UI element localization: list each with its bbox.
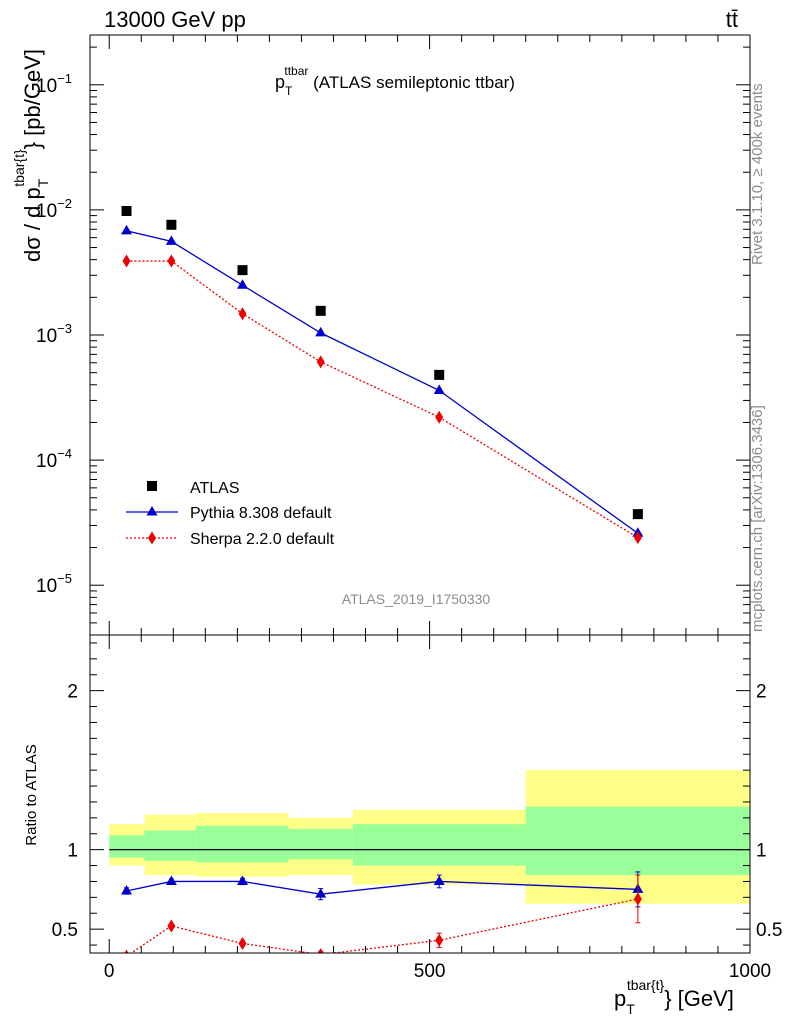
y-tick-label: 10−3 bbox=[36, 321, 72, 347]
y-tick-label: 10−5 bbox=[36, 571, 72, 597]
sherpa-point bbox=[122, 254, 131, 268]
top-axis-ticks bbox=[90, 35, 751, 636]
ratio-y-tick-label-right: 1 bbox=[756, 841, 767, 862]
pythia-ratio-point bbox=[165, 875, 177, 885]
x-tick-label: 500 bbox=[414, 961, 446, 982]
ratio-y-tick-label: 1 bbox=[67, 841, 78, 862]
legend-marker-atlas bbox=[147, 481, 157, 491]
sherpa-ratio-point bbox=[124, 949, 129, 953]
ratio-uncertainty-bands bbox=[109, 770, 750, 904]
pythia-ratio-point bbox=[237, 875, 249, 885]
main-y-label: dσ / d pTtbar{t}} [pb/GeV] bbox=[11, 49, 51, 262]
pythia-point bbox=[121, 224, 133, 235]
y-tick-label: 10−2 bbox=[36, 196, 72, 222]
inner-uncertainty-band bbox=[288, 828, 353, 860]
pythia-point bbox=[315, 326, 327, 337]
legend-label-atlas: ATLAS bbox=[190, 480, 240, 497]
sherpa-ratio-point bbox=[435, 933, 444, 947]
series-line bbox=[126, 230, 639, 534]
watermark: ATLAS_2019_I1750330 bbox=[342, 591, 491, 607]
ratio-y-tick-label: 0.5 bbox=[52, 920, 78, 941]
legend-marker-pythia bbox=[146, 506, 158, 516]
legend-label-pythia: Pythia 8.308 default bbox=[190, 505, 332, 522]
pythia-ratio-point bbox=[433, 875, 445, 885]
ratio-y-label: Ratio to ATLAS bbox=[23, 744, 40, 845]
atlas-data-point bbox=[315, 305, 326, 316]
inner-uncertainty-band bbox=[109, 835, 145, 858]
bottom-axis-ticks bbox=[90, 635, 751, 953]
y-tick-label: 10−4 bbox=[36, 446, 72, 472]
top-panel-frame bbox=[89, 34, 751, 636]
inner-uncertainty-band bbox=[144, 830, 196, 861]
sherpa-point bbox=[633, 531, 642, 545]
sherpa-point bbox=[238, 307, 247, 321]
header-left: 13000 GeV pp bbox=[104, 7, 246, 32]
series-line bbox=[126, 260, 639, 539]
atlas-data-point bbox=[166, 219, 177, 230]
mcplots-label: mcplots.cern.ch [arXiv:1306.3436] bbox=[749, 405, 766, 632]
legend: ATLAS Pythia 8.308 default Sherpa 2.2.0 … bbox=[126, 480, 335, 548]
pythia-point bbox=[165, 235, 177, 245]
atlas-data-point bbox=[121, 205, 132, 216]
sherpa-point bbox=[167, 254, 176, 268]
pythia-point bbox=[433, 384, 445, 395]
sherpa-ratio-point bbox=[238, 936, 247, 950]
inner-uncertainty-band bbox=[525, 806, 750, 876]
sherpa-point bbox=[435, 410, 444, 424]
bottom-tick-labels: 0.5 1 2 0.5 1 2 0 500 1000 bbox=[52, 682, 783, 982]
pythia-point bbox=[237, 279, 249, 289]
inner-uncertainty-band bbox=[352, 824, 526, 866]
ratio-y-tick-label-right: 2 bbox=[756, 682, 767, 703]
ratio-y-tick-label: 2 bbox=[67, 682, 78, 703]
atlas-data-point bbox=[632, 509, 643, 520]
legend-marker-sherpa bbox=[148, 531, 156, 545]
pythia-ratio-point bbox=[315, 888, 327, 898]
atlas-data-point bbox=[434, 369, 445, 380]
inner-uncertainty-band bbox=[195, 825, 289, 863]
sherpa-ratio-point bbox=[317, 948, 324, 953]
ratio-line bbox=[126, 880, 638, 895]
atlas-data-point bbox=[237, 265, 248, 276]
y-tick-label: 10−1 bbox=[36, 71, 72, 97]
legend-label-sherpa: Sherpa 2.2.0 default bbox=[190, 531, 335, 548]
ratio-plot-area bbox=[121, 871, 644, 953]
header-right: tt̄ bbox=[726, 7, 738, 32]
ratio-y-tick-label-right: 0.5 bbox=[756, 920, 782, 941]
rivet-label: Rivet 3.1.10, ≥ 400k events bbox=[749, 83, 766, 265]
top-plot-area bbox=[121, 205, 644, 545]
top-y-tick-labels: 10−5 10−4 10−3 10−2 10−1 bbox=[36, 71, 72, 597]
x-axis-label: pTtbar{t}} [GeV] bbox=[614, 977, 734, 1017]
main-title: pTttbar (ATLAS semileptonic ttbar) bbox=[275, 64, 515, 98]
sherpa-ratio-point bbox=[167, 919, 176, 933]
x-tick-label: 0 bbox=[104, 961, 115, 982]
ratio-line bbox=[130, 898, 638, 953]
sherpa-point bbox=[316, 355, 325, 369]
bottom-panel-frame bbox=[89, 634, 751, 954]
sherpa-ratio-point bbox=[633, 892, 642, 906]
pythia-ratio-point bbox=[121, 884, 133, 895]
x-tick-label: 1000 bbox=[729, 961, 771, 982]
